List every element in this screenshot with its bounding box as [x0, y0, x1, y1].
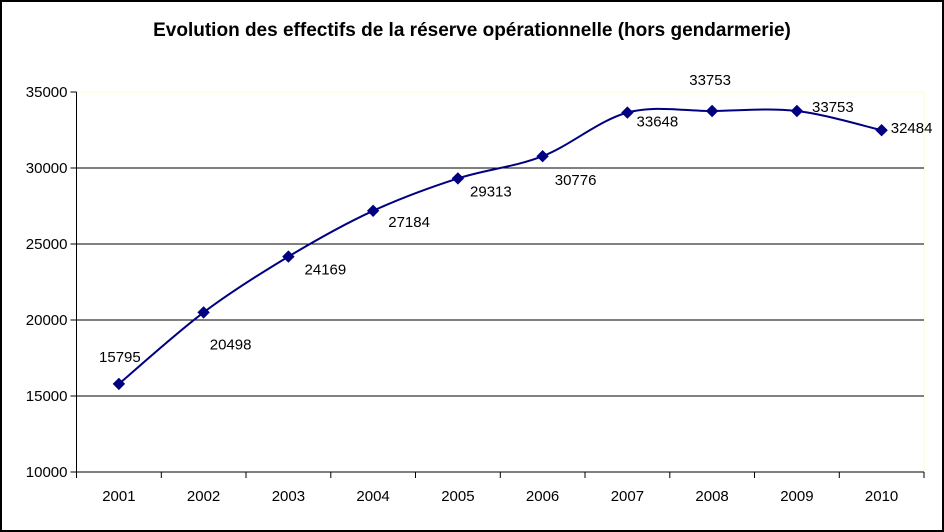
x-category-label: 2008 — [695, 488, 728, 505]
data-point-marker — [705, 104, 719, 118]
x-category-label: 2003 — [272, 488, 305, 505]
x-category-label: 2002 — [187, 488, 220, 505]
data-point-label: 33753 — [689, 72, 731, 89]
x-category-label: 2001 — [102, 488, 135, 505]
y-tick-label: 25000 — [26, 236, 68, 253]
y-tick-label: 20000 — [26, 312, 68, 329]
data-point-label: 29313 — [470, 183, 512, 200]
x-category-label: 2007 — [611, 488, 644, 505]
y-tick-label: 15000 — [26, 388, 68, 405]
data-point-label: 15795 — [99, 349, 141, 366]
data-point-marker — [621, 106, 634, 119]
series-line — [118, 107, 882, 385]
data-point-marker — [112, 377, 126, 391]
data-point-marker — [790, 104, 804, 118]
data-point-label: 30776 — [555, 172, 597, 189]
x-category-label: 2005 — [441, 488, 474, 505]
data-point-label: 33753 — [812, 99, 854, 116]
data-point-marker — [451, 172, 465, 185]
x-category-label: 2004 — [356, 488, 389, 505]
data-point-label: 33648 — [637, 114, 679, 131]
data-point-label: 24169 — [305, 262, 347, 279]
chart-title: Evolution des effectifs de la réserve op… — [153, 20, 791, 41]
x-category-label: 2010 — [865, 488, 898, 505]
y-tick-label: 30000 — [26, 160, 68, 177]
y-tick-label: 10000 — [26, 464, 68, 481]
data-point-marker — [536, 149, 549, 163]
x-category-label: 2009 — [780, 488, 813, 505]
data-point-marker — [282, 250, 295, 263]
y-tick-label: 35000 — [26, 84, 68, 101]
data-point-marker — [366, 204, 380, 218]
x-category-label: 2006 — [526, 488, 559, 505]
data-point-label: 32484 — [891, 120, 933, 137]
data-point-label: 27184 — [388, 214, 430, 231]
data-point-marker — [197, 306, 210, 319]
data-point-label: 20498 — [210, 336, 252, 353]
data-point-marker — [875, 123, 888, 137]
